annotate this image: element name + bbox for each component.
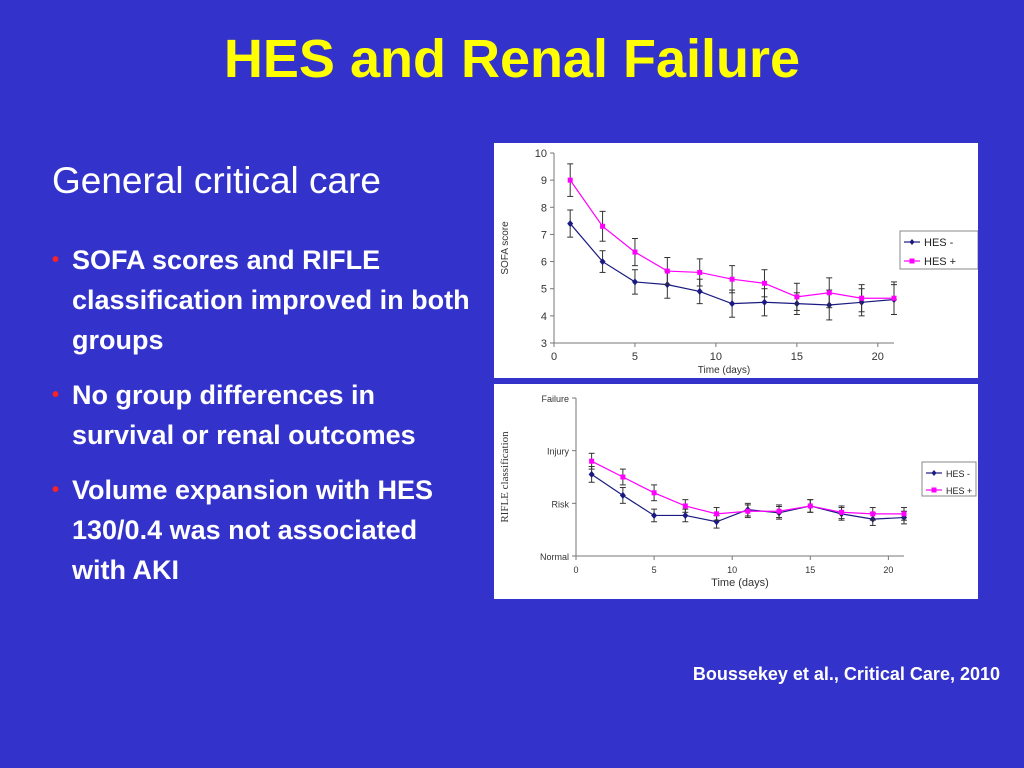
- data-point: [619, 491, 626, 499]
- bullet-dot-icon: •: [52, 249, 60, 271]
- data-point: [651, 490, 657, 496]
- data-point: [839, 509, 845, 515]
- legend-marker: [909, 239, 915, 245]
- data-point: [682, 503, 688, 509]
- data-point: [859, 295, 865, 301]
- x-axis-label: Time (days): [698, 365, 750, 376]
- y-tick-label: Normal: [540, 552, 569, 562]
- x-tick-label: 5: [632, 351, 638, 363]
- rifle-chart-panel: Normal Risk Injury Failure 0 5 10 15 20 Time (day…: [494, 384, 978, 599]
- data-point: [901, 511, 907, 517]
- bullet-item: • No group differences in survival or re…: [52, 375, 472, 455]
- data-point: [567, 177, 573, 183]
- bullet-list: • SOFA scores and RIFLE classification i…: [52, 240, 472, 605]
- y-axis-label: RIFLE classification: [499, 431, 511, 523]
- data-point: [631, 278, 638, 286]
- bullet-text: SOFA scores and RIFLE classification imp…: [72, 245, 470, 355]
- y-tick-label: 9: [541, 175, 547, 187]
- legend-marker: [909, 258, 915, 264]
- slide-title: HES and Renal Failure: [223, 29, 801, 89]
- y-tick-label: 3: [541, 338, 547, 350]
- data-point: [729, 276, 735, 282]
- data-point: [891, 295, 897, 301]
- legend-label: HES +: [924, 256, 956, 268]
- x-tick-label: 0: [551, 351, 557, 363]
- x-tick-label: 10: [710, 351, 722, 363]
- legend-marker: [931, 470, 937, 476]
- data-point: [682, 511, 689, 519]
- data-point: [807, 503, 813, 509]
- citation: Boussekey et al., Critical Care, 2010: [692, 664, 1000, 684]
- x-tick-label: 10: [727, 565, 737, 575]
- data-point: [589, 458, 595, 464]
- y-tick-label: 4: [541, 311, 547, 323]
- data-point: [761, 280, 767, 286]
- data-point: [870, 511, 876, 517]
- data-point: [729, 300, 736, 308]
- y-tick-label: 5: [541, 284, 547, 296]
- bullet-text: Volume expansion with HES 130/0.4 was no…: [72, 475, 434, 585]
- data-point: [599, 258, 606, 266]
- x-tick-label: 20: [883, 565, 893, 575]
- legend-marker: [931, 487, 937, 493]
- legend-label: HES -: [924, 237, 954, 249]
- y-tick-label: Risk: [552, 499, 570, 509]
- bullet-text: No group differences in survival or rena…: [72, 380, 416, 450]
- data-point: [651, 511, 658, 519]
- data-point: [600, 223, 606, 229]
- data-point: [745, 508, 751, 514]
- data-point: [696, 287, 703, 295]
- y-tick-label: 7: [541, 229, 547, 241]
- data-point: [620, 474, 626, 480]
- data-point: [588, 470, 595, 478]
- bullet-item: • Volume expansion with HES 130/0.4 was …: [52, 470, 472, 590]
- data-point: [664, 268, 670, 274]
- sofa-chart: 3 4 5 6 7 8 9 10 0 5 10 15 20 Time (days) SOFA score HE…: [500, 148, 978, 376]
- data-point: [794, 294, 800, 300]
- data-point: [714, 511, 720, 517]
- rifle-chart: Normal Risk Injury Failure 0 5 10 15 20 Time (day…: [499, 394, 977, 589]
- data-point: [776, 508, 782, 514]
- data-point: [697, 269, 703, 275]
- y-tick-label: 8: [541, 202, 547, 214]
- x-axis-label: Time (days): [711, 577, 769, 589]
- y-tick-label: Failure: [541, 394, 569, 404]
- bullet-dot-icon: •: [52, 384, 60, 406]
- y-axis-label: SOFA score: [500, 221, 511, 275]
- x-tick-label: 0: [573, 565, 578, 575]
- data-point: [826, 290, 832, 296]
- x-tick-label: 15: [805, 565, 815, 575]
- data-point: [567, 220, 574, 228]
- legend-label: HES -: [946, 469, 970, 479]
- bullet-dot-icon: •: [52, 479, 60, 501]
- x-tick-label: 15: [791, 351, 803, 363]
- sofa-chart-panel: 3 4 5 6 7 8 9 10 0 5 10 15 20 Time (days) SOFA score HE…: [494, 143, 978, 378]
- legend-label: HES +: [946, 486, 972, 496]
- data-point: [761, 298, 768, 306]
- y-tick-label: 10: [535, 148, 547, 160]
- data-point: [632, 249, 638, 255]
- bullet-item: • SOFA scores and RIFLE classification i…: [52, 240, 472, 360]
- y-tick-label: 6: [541, 257, 547, 269]
- slide-subtitle: General critical care: [52, 160, 382, 201]
- x-tick-label: 20: [872, 351, 884, 363]
- y-tick-label: Injury: [547, 447, 570, 457]
- x-tick-label: 5: [652, 565, 657, 575]
